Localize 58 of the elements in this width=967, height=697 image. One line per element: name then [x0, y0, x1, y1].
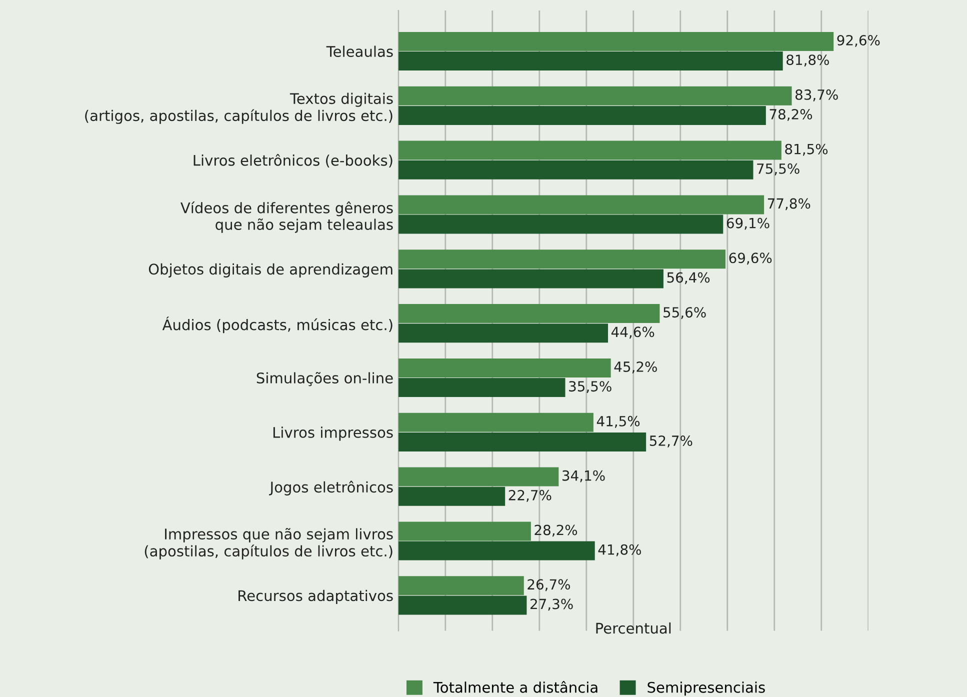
bar	[398, 486, 506, 506]
data-label: 83,7%	[795, 89, 838, 102]
data-label: 77,8%	[768, 198, 810, 210]
data-label: 75,5%	[757, 163, 800, 176]
data-label: 81,8%	[786, 54, 829, 67]
data-label: 81,5%	[785, 144, 828, 156]
y-tick-label: Recursos adaptativos	[238, 590, 393, 604]
x-axis-title: Percentual	[596, 622, 671, 634]
bar	[398, 32, 834, 51]
data-label: 28,2%	[534, 524, 578, 537]
bar	[398, 140, 782, 160]
y-tick-label: Livros eletrônicos (e-books)	[194, 154, 392, 168]
data-label: 35,5%	[569, 381, 612, 393]
data-label: 69,6%	[729, 252, 772, 265]
data-label: 34,1%	[562, 470, 605, 482]
data-label: 92,6%	[837, 34, 880, 47]
y-tick-label: Áudios (podcasts, músicas etc.)	[162, 316, 392, 334]
data-label: 44,6%	[611, 326, 654, 339]
bar	[398, 467, 559, 486]
bar	[398, 269, 664, 288]
data-label: 45,2%	[614, 361, 657, 374]
data-label: 78,2%	[770, 109, 812, 121]
bar	[398, 412, 594, 432]
y-tick-label: Impressos que não sejam livros (apostilas, capítulos de livros etc.)	[144, 528, 393, 560]
bar	[398, 576, 524, 596]
legend-label: Semipresenciais	[648, 682, 765, 696]
bar	[398, 106, 766, 125]
bar	[398, 304, 660, 324]
y-tick-label: Livros impressos	[273, 426, 393, 441]
legend-label: Totalmente a distância	[433, 680, 598, 693]
data-label: 55,6%	[664, 307, 706, 319]
bar	[398, 522, 531, 541]
bar	[398, 214, 724, 234]
bar	[398, 378, 566, 398]
bar	[398, 86, 792, 106]
bar	[398, 160, 754, 180]
data-label: 56,4%	[667, 272, 710, 284]
bar	[398, 52, 783, 71]
bar	[398, 432, 646, 452]
bar	[398, 324, 608, 343]
data-label: 69,1%	[726, 218, 770, 230]
bar	[398, 250, 726, 269]
y-tick-label: Textos digitais (artigos, apostilas, capítulos de livros etc.)	[85, 92, 393, 124]
data-label: 41,8%	[598, 544, 641, 556]
y-tick-label: Vídeos de diferentes gêneros que não sejam teleaulas	[180, 202, 393, 233]
bar	[398, 596, 527, 615]
data-label: 27,3%	[530, 598, 573, 611]
bar	[398, 358, 611, 378]
y-tick-label: Jogos eletrônicos	[269, 480, 393, 496]
bar	[398, 195, 764, 214]
y-tick-label: Objetos digitais de aprendizagem	[148, 263, 392, 278]
data-label: 26,7%	[528, 579, 570, 592]
y-tick-label: Simulações on-line	[256, 372, 393, 386]
data-label: 22,7%	[508, 490, 552, 502]
bar	[398, 541, 595, 560]
y-tick-label: Teleaulas	[326, 46, 393, 58]
data-label: 52,7%	[650, 435, 692, 448]
data-label: 41,5%	[596, 416, 640, 428]
